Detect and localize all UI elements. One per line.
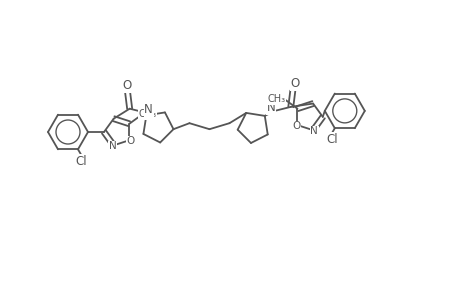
Text: N: N: [109, 141, 116, 151]
Text: N: N: [266, 101, 274, 114]
Text: Cl: Cl: [325, 133, 337, 146]
Text: O: O: [292, 121, 300, 131]
Text: O: O: [126, 136, 134, 146]
Text: N: N: [309, 126, 317, 136]
Text: N: N: [144, 103, 153, 116]
Text: CH₃: CH₃: [138, 110, 156, 119]
Text: O: O: [290, 77, 299, 90]
Text: O: O: [122, 79, 131, 92]
Text: Cl: Cl: [75, 155, 87, 168]
Text: CH₃: CH₃: [267, 94, 285, 104]
